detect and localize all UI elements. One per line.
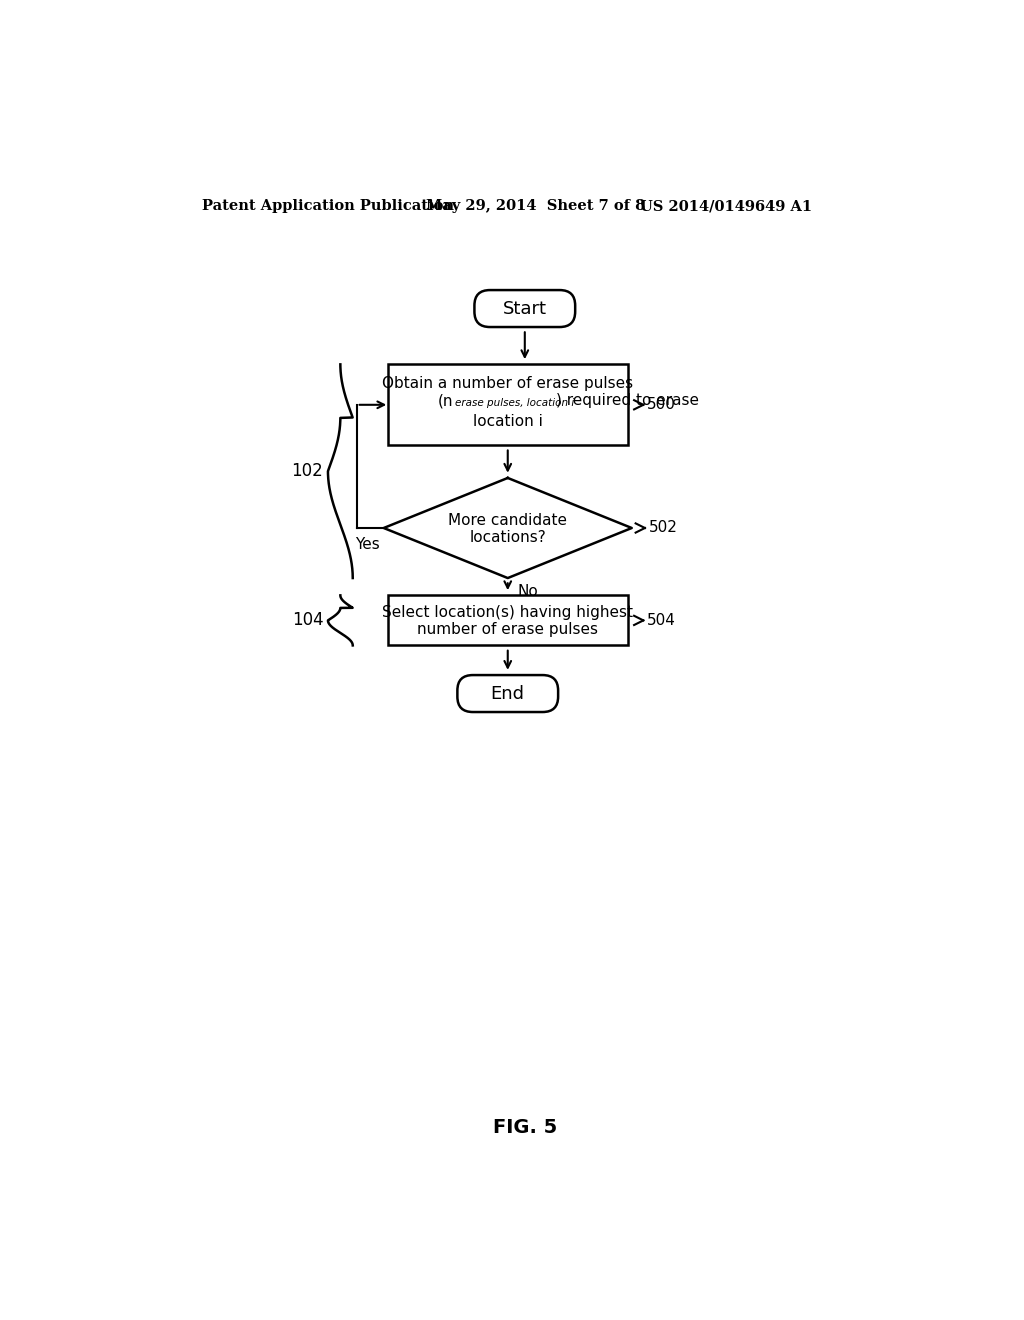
Text: End: End <box>490 685 524 702</box>
Text: US 2014/0149649 A1: US 2014/0149649 A1 <box>640 199 812 213</box>
Text: 504: 504 <box>647 612 676 628</box>
Text: ) required to erase: ) required to erase <box>556 393 698 408</box>
Text: May 29, 2014  Sheet 7 of 8: May 29, 2014 Sheet 7 of 8 <box>426 199 645 213</box>
FancyBboxPatch shape <box>458 675 558 711</box>
Text: 502: 502 <box>649 520 678 536</box>
Text: number of erase pulses: number of erase pulses <box>417 622 598 638</box>
Bar <box>388 595 628 645</box>
Text: Start: Start <box>503 300 547 318</box>
Text: Obtain a number of erase pulses: Obtain a number of erase pulses <box>382 376 633 391</box>
Text: More candidate: More candidate <box>449 512 567 528</box>
FancyBboxPatch shape <box>474 290 575 327</box>
Text: location i: location i <box>473 414 543 429</box>
Text: No: No <box>517 585 538 599</box>
Text: Patent Application Publication: Patent Application Publication <box>202 199 454 213</box>
Text: Yes: Yes <box>355 537 380 553</box>
Text: 500: 500 <box>647 397 676 412</box>
Text: locations?: locations? <box>469 529 546 545</box>
Text: erase pulses, location i: erase pulses, location i <box>455 399 574 408</box>
Bar <box>388 364 628 445</box>
Text: (n: (n <box>438 393 454 408</box>
Text: Select location(s) having highest: Select location(s) having highest <box>382 605 633 620</box>
Polygon shape <box>384 478 632 578</box>
Text: 104: 104 <box>292 611 324 630</box>
Text: FIG. 5: FIG. 5 <box>493 1118 557 1137</box>
Text: 102: 102 <box>292 462 324 480</box>
